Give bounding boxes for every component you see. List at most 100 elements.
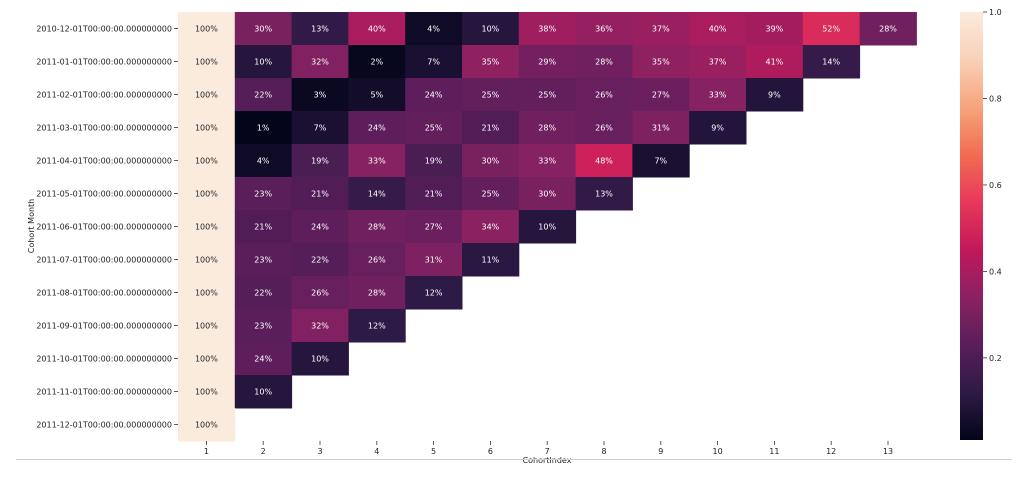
- heatmap-cell: [234, 276, 293, 310]
- cell-value-label: 4%: [257, 157, 270, 166]
- heatmap-cell: [291, 177, 349, 211]
- cell-value-label: 22%: [254, 289, 272, 298]
- cell-value-label: 100%: [195, 289, 218, 298]
- heatmap-cell: [575, 177, 633, 211]
- cell-value-label: 30%: [482, 157, 500, 166]
- heatmap-cell: [575, 12, 633, 46]
- heatmap-cell: [405, 45, 463, 79]
- x-tick-label: 13: [883, 447, 893, 456]
- y-tick-label: 2011-08-01T00:00:00.000000000: [36, 289, 172, 298]
- cell-value-label: 13%: [311, 25, 329, 34]
- heatmap-cell: [291, 309, 349, 343]
- cell-value-label: 32%: [311, 322, 329, 331]
- heatmap-cell: [462, 111, 520, 145]
- cell-value-label: 25%: [482, 190, 500, 199]
- colorbar-tick-label: 0.4: [989, 267, 1002, 276]
- cell-value-label: 32%: [311, 58, 329, 67]
- cell-value-label: 28%: [368, 289, 386, 298]
- heatmap-cell: [178, 276, 236, 310]
- cell-value-label: 100%: [195, 157, 218, 166]
- heatmap-cell: [348, 144, 406, 178]
- heatmap-cell: [689, 78, 747, 112]
- cell-value-label: 100%: [195, 124, 218, 133]
- heatmap-cell: [178, 12, 236, 46]
- cell-value-label: 26%: [595, 91, 613, 100]
- heatmap-cell: [575, 144, 633, 178]
- heatmap-cell: [178, 210, 236, 244]
- cell-value-label: 1%: [257, 124, 270, 133]
- heatmap-cells: [178, 12, 917, 442]
- cell-value-label: 10%: [482, 25, 500, 34]
- heatmap-cell: [575, 111, 633, 145]
- heatmap-cell: [234, 144, 293, 178]
- cell-value-label: 34%: [482, 223, 500, 232]
- cell-value-label: 12%: [425, 289, 443, 298]
- cell-value-label: 100%: [195, 421, 218, 430]
- heatmap-cell: [689, 12, 747, 46]
- x-tick-label: 1: [204, 447, 209, 456]
- cell-value-label: 13%: [595, 190, 613, 199]
- cell-value-label: 31%: [652, 124, 670, 133]
- cell-value-label: 39%: [766, 25, 784, 34]
- cell-value-label: 27%: [425, 223, 443, 232]
- heatmap-cell: [234, 210, 293, 244]
- cell-value-label: 10%: [254, 58, 272, 67]
- x-axis-label: CohortIndex: [523, 456, 572, 465]
- cell-value-label: 4%: [427, 25, 440, 34]
- cell-value-label: 52%: [822, 25, 840, 34]
- heatmap-cell: [291, 243, 349, 277]
- heatmap-cell: [746, 12, 804, 46]
- cell-value-label: 24%: [425, 91, 443, 100]
- heatmap-cell: [405, 210, 463, 244]
- cell-value-label: 33%: [368, 157, 386, 166]
- heatmap-cell: [689, 111, 747, 145]
- heatmap-cell: [518, 210, 577, 244]
- heatmap-cell: [689, 45, 747, 79]
- heatmap-cell: [348, 78, 406, 112]
- x-axis-ticks: 1 2 3 4 5 6 7 8 9 10 11 12 13: [204, 441, 893, 456]
- heatmap-cell: [348, 309, 406, 343]
- heatmap-cell: [405, 144, 463, 178]
- y-axis-ticks: 2010-12-01T00:00:00.000000000 2011-01-01T…: [36, 25, 178, 430]
- heatmap-cell: [348, 276, 406, 310]
- heatmap-cell: [462, 78, 520, 112]
- x-tick-label: 3: [317, 447, 322, 456]
- cell-value-label: 37%: [652, 25, 670, 34]
- heatmap-cell: [348, 111, 406, 145]
- x-tick-label: 11: [769, 447, 779, 456]
- heatmap-cell: [234, 342, 293, 376]
- cell-value-label: 22%: [254, 91, 272, 100]
- cell-value-label: 26%: [311, 289, 329, 298]
- x-tick-label: 8: [601, 447, 606, 456]
- cell-value-label: 10%: [254, 388, 272, 397]
- heatmap-cell: [178, 177, 236, 211]
- cell-value-label: 19%: [311, 157, 329, 166]
- heatmap-cell: [575, 45, 633, 79]
- colorbar-tick-label: 0.2: [989, 354, 1002, 363]
- cell-value-label: 26%: [595, 124, 613, 133]
- cell-value-label: 36%: [595, 25, 613, 34]
- cell-value-label: 38%: [538, 25, 556, 34]
- heatmap-cell: [178, 45, 236, 79]
- cell-value-label: 41%: [766, 58, 784, 67]
- cell-value-label: 12%: [368, 322, 386, 331]
- heatmap-cell: [234, 309, 293, 343]
- cell-value-label: 23%: [254, 322, 272, 331]
- cell-value-label: 27%: [652, 91, 670, 100]
- cell-value-label: 100%: [195, 91, 218, 100]
- y-tick-label: 2011-04-01T00:00:00.000000000: [36, 157, 172, 166]
- cell-value-label: 28%: [538, 124, 556, 133]
- heatmap-cell: [178, 408, 236, 442]
- cell-value-label: 100%: [195, 223, 218, 232]
- y-tick-label: 2011-09-01T00:00:00.000000000: [36, 322, 172, 331]
- colorbar-tick-label: 1.0: [989, 8, 1002, 17]
- heatmap-cell: [234, 45, 293, 79]
- heatmap-cell: [632, 111, 690, 145]
- heatmap-cell: [291, 144, 349, 178]
- cell-value-label: 7%: [314, 124, 327, 133]
- x-tick-label: 7: [545, 447, 550, 456]
- heatmap-cell: [348, 243, 406, 277]
- cell-value-label: 24%: [254, 355, 272, 364]
- heatmap-cell: [802, 12, 861, 46]
- cell-value-label: 100%: [195, 256, 218, 265]
